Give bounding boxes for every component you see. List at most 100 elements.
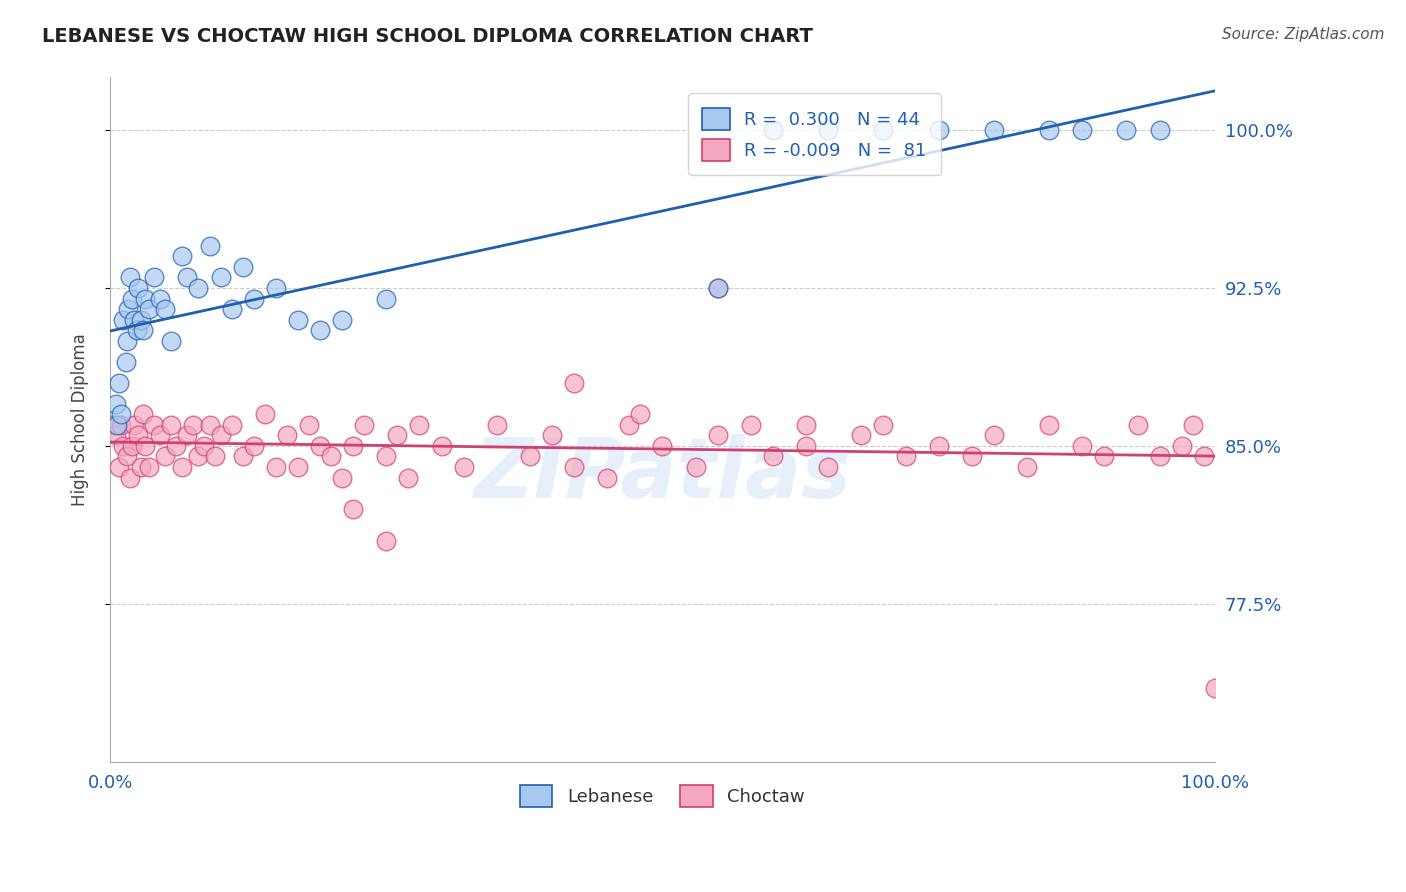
Point	[209, 428, 232, 442]
Point	[894, 450, 917, 464]
Point	[706, 428, 728, 442]
Point	[794, 439, 817, 453]
Point	[330, 470, 353, 484]
Point	[519, 450, 541, 464]
Point	[155, 301, 177, 316]
Point	[1192, 450, 1215, 464]
Point	[287, 312, 309, 326]
Point	[794, 417, 817, 432]
Point	[706, 281, 728, 295]
Point	[762, 450, 785, 464]
Point	[103, 417, 125, 432]
Point	[110, 417, 132, 432]
Point	[375, 292, 398, 306]
Point	[181, 417, 204, 432]
Point	[960, 450, 983, 464]
Y-axis label: High School Diploma: High School Diploma	[72, 334, 89, 506]
Point	[1115, 123, 1137, 137]
Point	[176, 270, 198, 285]
Point	[485, 417, 508, 432]
Point	[1149, 123, 1171, 137]
Point	[155, 450, 177, 464]
Point	[983, 123, 1005, 137]
Point	[108, 460, 131, 475]
Point	[562, 460, 585, 475]
Point	[375, 450, 398, 464]
Point	[541, 428, 564, 442]
Point	[112, 439, 135, 453]
Point	[198, 239, 221, 253]
Point	[176, 428, 198, 442]
Point	[124, 312, 146, 326]
Point	[872, 417, 894, 432]
Point	[342, 439, 364, 453]
Point	[851, 428, 873, 442]
Point	[1038, 123, 1060, 137]
Point	[685, 460, 707, 475]
Point	[983, 428, 1005, 442]
Point	[1126, 417, 1149, 432]
Point	[928, 439, 950, 453]
Point	[105, 417, 128, 432]
Text: LEBANESE VS CHOCTAW HIGH SCHOOL DIPLOMA CORRELATION CHART: LEBANESE VS CHOCTAW HIGH SCHOOL DIPLOMA …	[42, 27, 813, 45]
Point	[740, 417, 762, 432]
Point	[276, 428, 298, 442]
Point	[706, 281, 728, 295]
Point	[1170, 439, 1192, 453]
Point	[198, 417, 221, 432]
Point	[817, 460, 839, 475]
Point	[1071, 123, 1094, 137]
Point	[430, 439, 453, 453]
Point	[221, 301, 243, 316]
Point	[143, 270, 166, 285]
Point	[118, 270, 141, 285]
Point	[287, 460, 309, 475]
Point	[125, 323, 148, 337]
Point	[127, 428, 149, 442]
Point	[387, 428, 409, 442]
Point	[330, 312, 353, 326]
Point	[114, 354, 136, 368]
Point	[127, 281, 149, 295]
Point	[160, 334, 183, 348]
Point	[132, 408, 155, 422]
Point	[596, 470, 619, 484]
Point	[562, 376, 585, 390]
Point	[143, 417, 166, 432]
Point	[170, 460, 193, 475]
Point	[121, 439, 143, 453]
Point	[193, 439, 215, 453]
Point	[104, 428, 127, 442]
Point	[242, 292, 264, 306]
Point	[232, 260, 254, 274]
Point	[242, 439, 264, 453]
Text: Source: ZipAtlas.com: Source: ZipAtlas.com	[1222, 27, 1385, 42]
Point	[309, 323, 332, 337]
Point	[187, 450, 209, 464]
Point	[619, 417, 641, 432]
Point	[1204, 681, 1226, 695]
Point	[264, 460, 287, 475]
Point	[221, 417, 243, 432]
Point	[375, 533, 398, 548]
Point	[187, 281, 209, 295]
Point	[129, 460, 152, 475]
Point	[762, 123, 785, 137]
Point	[319, 450, 342, 464]
Point	[353, 417, 375, 432]
Point	[1038, 417, 1060, 432]
Point	[115, 450, 138, 464]
Point	[115, 334, 138, 348]
Point	[132, 323, 155, 337]
Point	[817, 123, 839, 137]
Point	[1181, 417, 1204, 432]
Point	[298, 417, 321, 432]
Point	[149, 428, 172, 442]
Point	[1149, 450, 1171, 464]
Point	[453, 460, 475, 475]
Point	[112, 312, 135, 326]
Point	[165, 439, 187, 453]
Legend: Lebanese, Choctaw: Lebanese, Choctaw	[513, 778, 813, 814]
Point	[121, 292, 143, 306]
Point	[124, 417, 146, 432]
